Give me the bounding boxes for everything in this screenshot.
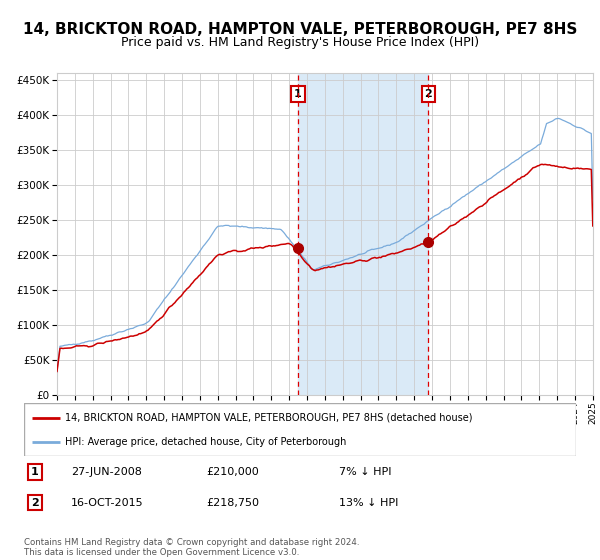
Text: £210,000: £210,000 [206, 467, 259, 477]
Text: HPI: Average price, detached house, City of Peterborough: HPI: Average price, detached house, City… [65, 437, 347, 447]
Bar [298, 73, 428, 395]
Text: Contains HM Land Registry data © Crown copyright and database right 2024.
This d: Contains HM Land Registry data © Crown c… [24, 538, 359, 557]
Text: 16-OCT-2015: 16-OCT-2015 [71, 498, 143, 508]
Text: 1: 1 [294, 89, 302, 99]
Text: Price paid vs. HM Land Registry's House Price Index (HPI): Price paid vs. HM Land Registry's House … [121, 36, 479, 49]
Text: 27-JUN-2008: 27-JUN-2008 [71, 467, 142, 477]
Text: 7% ↓ HPI: 7% ↓ HPI [338, 467, 391, 477]
Text: 13% ↓ HPI: 13% ↓ HPI [338, 498, 398, 508]
FancyBboxPatch shape [24, 403, 576, 456]
Text: 1: 1 [31, 467, 39, 477]
Text: 2: 2 [424, 89, 432, 99]
Text: 14, BRICKTON ROAD, HAMPTON VALE, PETERBOROUGH, PE7 8HS: 14, BRICKTON ROAD, HAMPTON VALE, PETERBO… [23, 22, 577, 38]
Text: 14, BRICKTON ROAD, HAMPTON VALE, PETERBOROUGH, PE7 8HS (detached house): 14, BRICKTON ROAD, HAMPTON VALE, PETERBO… [65, 413, 473, 423]
Text: £218,750: £218,750 [206, 498, 259, 508]
Text: 2: 2 [31, 498, 39, 508]
